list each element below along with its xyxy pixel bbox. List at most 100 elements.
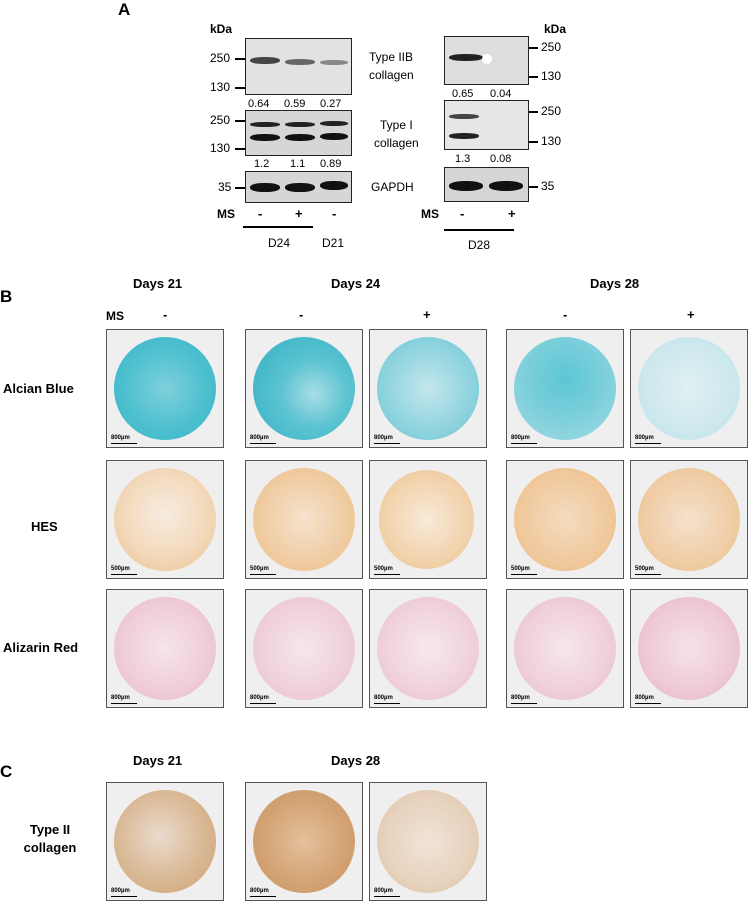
row-label-hes: HES xyxy=(31,519,58,534)
group-d28: D28 xyxy=(468,238,491,252)
quant-left-top-3: 0.27 xyxy=(320,98,342,110)
kda-label-left: kDa xyxy=(210,22,233,36)
scale-text: 800µm xyxy=(111,695,130,701)
ms-label-a-left: MS xyxy=(217,207,235,221)
marker-130-right-a: 130 xyxy=(541,69,562,83)
alizarin-d28-minus: 800µm xyxy=(506,589,624,708)
ms-sign-b-3: + xyxy=(423,307,431,322)
hes-d28-plus: 500µm xyxy=(630,460,748,579)
tick-250-left-a xyxy=(235,58,245,60)
marker-250-right-a: 250 xyxy=(541,40,562,54)
row-label-alcian: Alcian Blue xyxy=(3,381,74,396)
panel-c-letter: C xyxy=(0,762,13,781)
ms-sign-b-1: - xyxy=(163,307,168,322)
group-line-d24 xyxy=(243,226,313,228)
quant-right-mid-1: 1.3 xyxy=(455,153,471,165)
col-header-days28: Days 28 xyxy=(590,276,640,291)
group-d24: D24 xyxy=(268,236,291,250)
scale-text: 800µm xyxy=(250,888,269,894)
blot-right-top xyxy=(444,36,529,85)
scale-text: 500µm xyxy=(250,566,269,572)
blot-left-gapdh xyxy=(245,171,352,203)
ms-sign-b-5: + xyxy=(687,307,695,322)
ms-sign-a-left-3: - xyxy=(332,206,337,221)
kda-label-right: kDa xyxy=(544,22,567,36)
row-label-type-ii-1: Type II xyxy=(29,822,71,837)
scale-text: 800µm xyxy=(111,435,130,441)
marker-35-right: 35 xyxy=(541,179,555,193)
blot-right-mid xyxy=(444,100,529,150)
ms-label-a-right: MS xyxy=(421,207,439,221)
hes-d24-minus: 500µm xyxy=(245,460,363,579)
quant-right-top-1: 0.65 xyxy=(452,88,474,100)
col-header-days24: Days 24 xyxy=(331,276,381,291)
tick-130-left-b xyxy=(235,148,245,150)
ms-sign-a-left-2: + xyxy=(295,206,303,221)
type-ii-d28-minus: 800µm xyxy=(245,782,363,901)
scale-text: 800µm xyxy=(635,695,654,701)
marker-35-left: 35 xyxy=(218,180,232,194)
scale-text: 500µm xyxy=(635,566,654,572)
tick-130-right-a xyxy=(529,76,538,78)
blot-right-gapdh xyxy=(444,167,529,202)
ms-sign-b-4: - xyxy=(563,307,568,322)
quant-left-top-2: 0.59 xyxy=(284,98,306,110)
col-header-c-days21: Days 21 xyxy=(133,753,183,768)
ms-label-b: MS xyxy=(106,309,124,323)
quant-left-top-1: 0.64 xyxy=(248,98,270,110)
marker-250-left-b: 250 xyxy=(210,113,231,127)
scale-text: 800µm xyxy=(511,695,530,701)
scale-text: 800µm xyxy=(250,695,269,701)
marker-130-right-b: 130 xyxy=(541,134,562,148)
type-ii-d21: 800µm xyxy=(106,782,224,901)
label-gapdh: GAPDH xyxy=(371,180,414,194)
quant-right-mid-2: 0.08 xyxy=(490,153,512,165)
tick-250-right-a xyxy=(529,47,538,49)
col-header-c-days28: Days 28 xyxy=(331,753,381,768)
group-line-d28 xyxy=(444,229,514,231)
col-header-days21: Days 21 xyxy=(133,276,183,291)
marker-250-right-b: 250 xyxy=(541,104,562,118)
quant-left-mid-2: 1.1 xyxy=(290,158,306,170)
ms-sign-a-right-2: + xyxy=(508,206,516,221)
panel-b-letter: B xyxy=(0,287,13,306)
alcian-d24-minus: 800µm xyxy=(245,329,363,448)
ms-sign-a-right-1: - xyxy=(460,206,465,221)
ms-sign-a-left-1: - xyxy=(258,206,263,221)
scale-text: 500µm xyxy=(511,566,530,572)
alizarin-d24-minus: 800µm xyxy=(245,589,363,708)
marker-250-left-a: 250 xyxy=(210,51,231,65)
alcian-d28-minus: 800µm xyxy=(506,329,624,448)
group-d21: D21 xyxy=(322,236,345,250)
alizarin-d21: 800µm xyxy=(106,589,224,708)
scale-text: 500µm xyxy=(374,566,393,572)
quant-right-top-2: 0.04 xyxy=(490,88,512,100)
scale-text: 800µm xyxy=(511,435,530,441)
hes-d24-plus: 500µm xyxy=(369,460,487,579)
alizarin-d24-plus: 800µm xyxy=(369,589,487,708)
ms-sign-b-2: - xyxy=(299,307,304,322)
label-type-i-2: collagen xyxy=(374,136,419,150)
blot-left-top xyxy=(245,38,352,95)
scale-text: 800µm xyxy=(374,435,393,441)
tick-35-right xyxy=(529,186,538,188)
scale-text: 800µm xyxy=(635,435,654,441)
scale-text: 800µm xyxy=(111,888,130,894)
hes-d28-minus: 500µm xyxy=(506,460,624,579)
alizarin-d28-plus: 800µm xyxy=(630,589,748,708)
tick-35-left xyxy=(235,187,245,189)
label-type-iib-1: Type IIB xyxy=(369,50,414,64)
scale-text: 800µm xyxy=(374,695,393,701)
alcian-d28-plus: 800µm xyxy=(630,329,748,448)
alcian-d21: 800µm xyxy=(106,329,224,448)
scale-text: 500µm xyxy=(111,566,130,572)
label-type-i-1: Type I xyxy=(380,118,413,132)
label-type-iib-2: collagen xyxy=(369,68,414,82)
tick-250-left-b xyxy=(235,120,245,122)
scale-text: 800µm xyxy=(250,435,269,441)
tick-250-right-b xyxy=(529,111,538,113)
hes-d21: 500µm xyxy=(106,460,224,579)
blot-left-mid xyxy=(245,110,352,156)
marker-130-left-a: 130 xyxy=(210,80,231,94)
marker-130-left-b: 130 xyxy=(210,141,231,155)
